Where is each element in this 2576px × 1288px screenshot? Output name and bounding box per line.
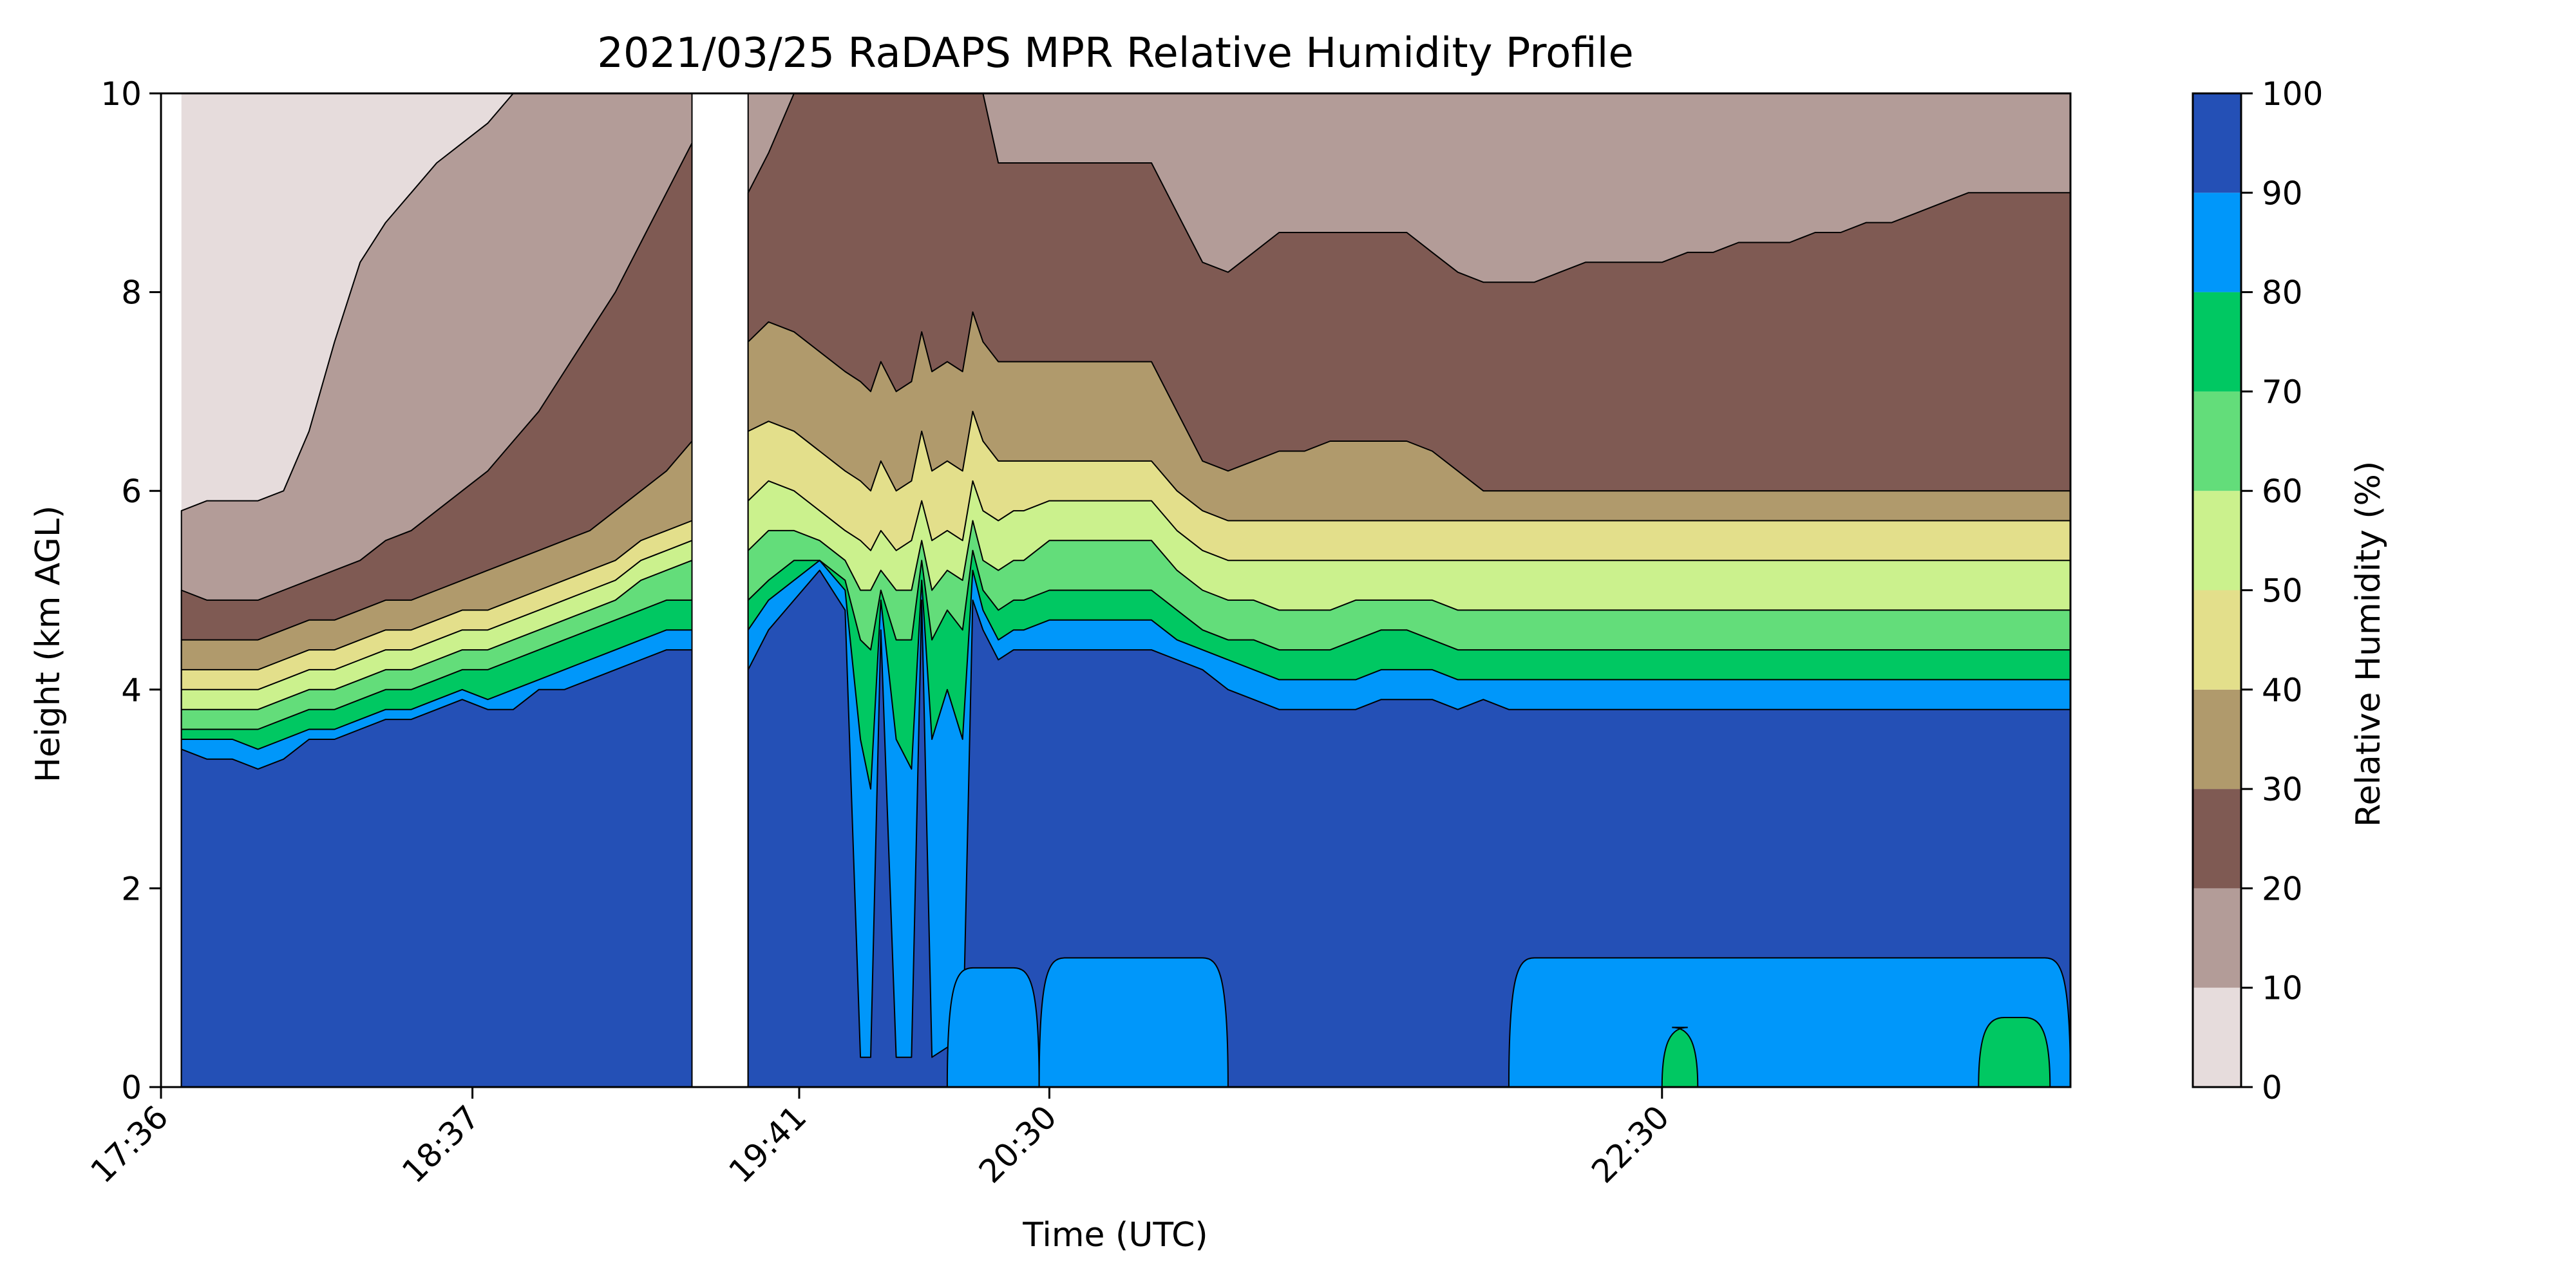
y-tick-label: 2 — [121, 870, 142, 907]
colorbar-tick-label: 90 — [2262, 175, 2303, 212]
x-tick-label: 18:37 — [395, 1098, 487, 1190]
colorbar-swatch-90-100 — [2193, 93, 2241, 193]
colorbar-swatch-20-30 — [2193, 789, 2241, 889]
colorbar: 0 10 20 30 40 50 60 70 80 90 100 — [2192, 75, 2323, 1106]
rh-band-90-seg-0 — [180, 649, 693, 1088]
y-tick-label: 4 — [121, 672, 142, 709]
y-axis: 0 2 4 6 8 10 — [100, 75, 161, 1106]
colorbar-swatch-40-50 — [2193, 590, 2241, 690]
colorbar-swatch-80-90 — [2193, 193, 2241, 292]
colorbar-tick-label: 0 — [2262, 1069, 2282, 1106]
x-tick-label: 22:30 — [1584, 1098, 1676, 1190]
y-axis-label: Height (km AGL) — [29, 506, 68, 782]
colorbar-swatch-10-20 — [2193, 888, 2241, 988]
colorbar-tick-label: 70 — [2262, 374, 2303, 411]
rh-near-surface-feature-3 — [1661, 1027, 1699, 1088]
plot-area — [160, 92, 2072, 1088]
y-tick-label: 6 — [121, 473, 142, 510]
y-tick-label: 0 — [121, 1069, 142, 1106]
rh-near-surface-feature-4 — [1978, 1016, 2051, 1088]
colorbar-tick-label: 80 — [2262, 274, 2303, 312]
colorbar-swatch-70-80 — [2193, 292, 2241, 392]
colorbar-tick-label: 20 — [2262, 870, 2303, 907]
x-tick-label: 19:41 — [722, 1098, 814, 1190]
rh-near-surface-feature-2 — [1508, 957, 2072, 1088]
colorbar-swatch-60-70 — [2193, 391, 2241, 491]
colorbar-tick-label: 10 — [2262, 970, 2303, 1007]
chart-title: 2021/03/25 RaDAPS MPR Relative Humidity … — [597, 30, 1634, 77]
rh-near-surface-feature-1 — [1038, 957, 1229, 1088]
colorbar-swatch-30-40 — [2193, 689, 2241, 790]
colorbar-tick-label: 40 — [2262, 672, 2303, 709]
colorbar-tick-label: 60 — [2262, 473, 2303, 510]
colorbar-swatch-50-60 — [2193, 491, 2241, 591]
colorbar-label: Relative Humidity (%) — [2349, 461, 2388, 828]
plot-frame — [160, 92, 2072, 1088]
colorbar-tick-label: 100 — [2262, 75, 2323, 113]
colorbar-swatch-0-10 — [2193, 987, 2241, 1087]
x-axis-label: Time (UTC) — [1022, 1216, 1208, 1255]
y-tick-label: 8 — [121, 274, 142, 312]
colorbar-tick-label: 30 — [2262, 771, 2303, 808]
x-tick-label: 17:36 — [84, 1098, 176, 1190]
y-tick-label: 10 — [100, 75, 142, 113]
colorbar-tick-label: 50 — [2262, 573, 2303, 610]
rh-near-surface-feature-0 — [946, 967, 1040, 1088]
x-tick-label: 20:30 — [972, 1098, 1064, 1190]
x-axis: 17:36 18:37 19:41 20:30 22:30 — [84, 1087, 1676, 1190]
